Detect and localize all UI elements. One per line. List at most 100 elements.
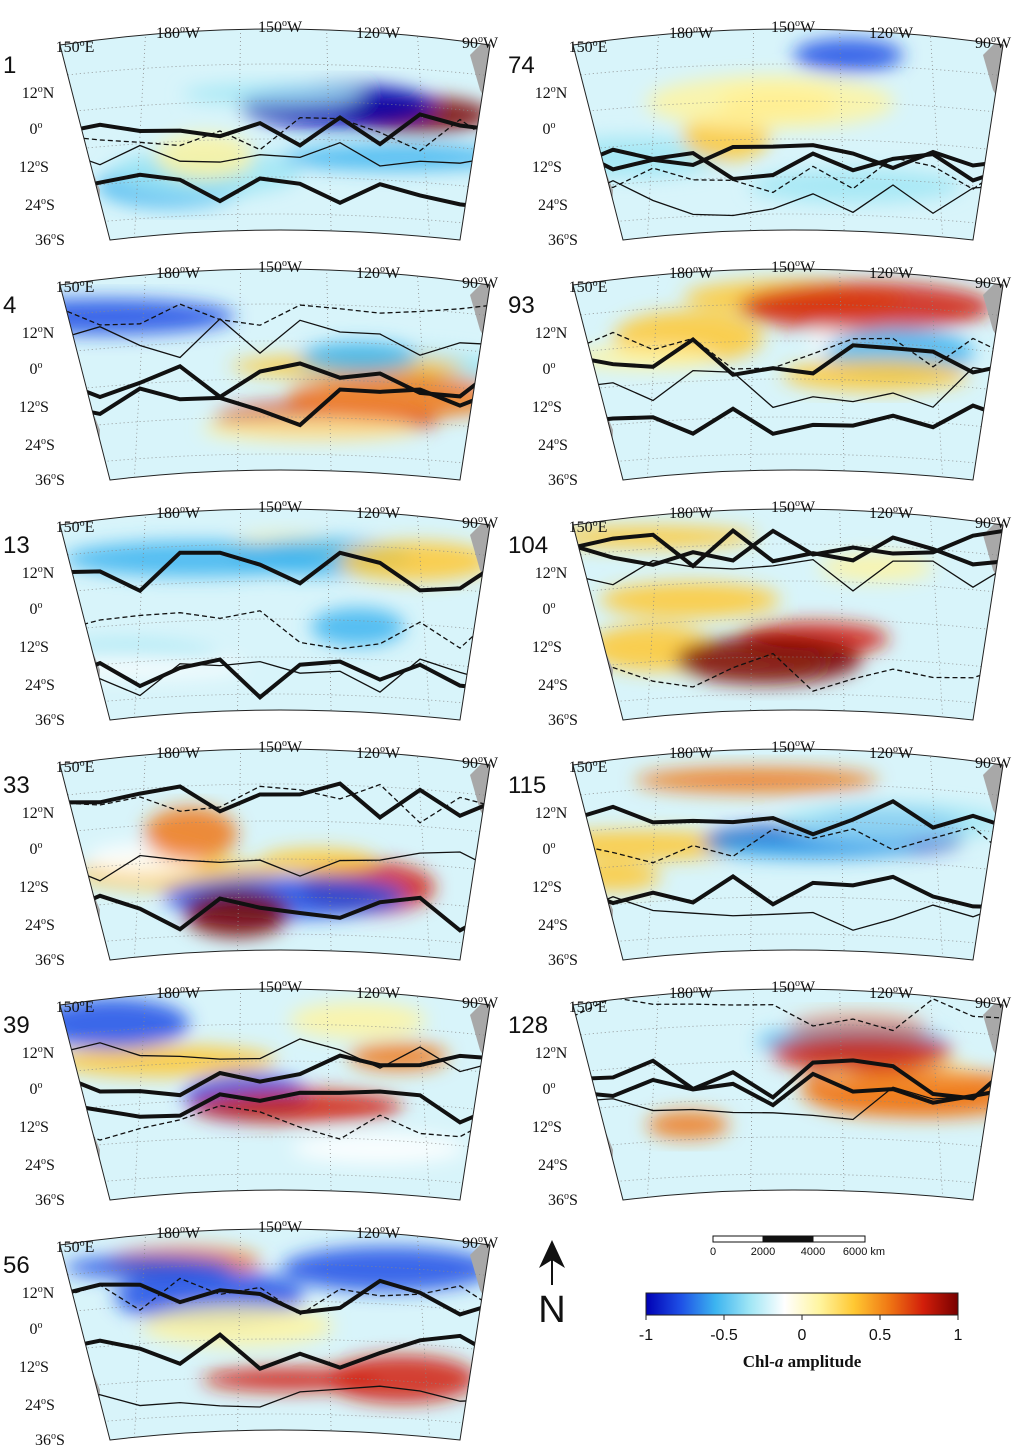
lon-label: 150oE <box>569 758 608 776</box>
lon-label: 150oW <box>258 738 303 756</box>
lon-label: 120oW <box>356 24 401 42</box>
north-arrow-label: N <box>538 1289 565 1331</box>
map-axis-labels-104: 150oE 180oW 150oW 120oW 90oW 12oN 0o 12oS 24oS 36… <box>532 498 1012 729</box>
colorbar-tick-label: 0.5 <box>869 1327 891 1344</box>
contour-line <box>573 1086 1003 1121</box>
lon-label: 150oE <box>56 38 95 56</box>
contour-line <box>60 141 490 167</box>
lat-label: 24oS <box>25 676 55 694</box>
lat-label: 24oS <box>538 196 568 214</box>
lon-label: 120oW <box>356 504 401 522</box>
lon-label: 90oW <box>975 994 1012 1012</box>
lon-label: 90oW <box>462 994 499 1012</box>
map-axis-labels-39: 150oE 180oW 150oW 120oW 90oW 12oN 0o 12oS 24oS 36… <box>19 978 499 1209</box>
lat-label: 12oN <box>535 324 568 342</box>
lat-label: 12oN <box>535 804 568 822</box>
lon-label: 120oW <box>356 1224 401 1242</box>
lat-label: 36oS <box>35 951 65 969</box>
lon-label: 150oE <box>569 38 608 56</box>
contour-line <box>573 558 1003 592</box>
lat-label: 12oS <box>532 878 562 896</box>
lat-label: 0o <box>543 600 556 618</box>
lon-label: 120oW <box>356 264 401 282</box>
panel-label-39: 39 <box>3 1012 30 1039</box>
contour-line <box>573 157 1003 194</box>
contour-line <box>573 331 1003 370</box>
map-axis-labels-74: 150oE 180oW 150oW 120oW 90oW 12oN 0o 12oS 24oS 36… <box>532 18 1012 249</box>
colorbar-tick-label: 1 <box>954 1327 963 1344</box>
panel-label-56: 56 <box>3 1252 30 1279</box>
lon-label: 150oE <box>569 518 608 536</box>
contour-line <box>60 783 490 824</box>
lat-label: 24oS <box>25 1396 55 1414</box>
lon-label: 120oW <box>869 744 914 762</box>
map-panel-104 <box>572 508 1004 721</box>
panel-label-128: 128 <box>508 1012 549 1039</box>
panel-label-13: 13 <box>3 532 30 559</box>
map-axis-labels-1: 150oE 180oW 150oW 120oW 90oW 12oN 0o 12oS 24oS 36… <box>19 18 499 249</box>
contour-line <box>573 874 1003 910</box>
lon-label: 150oW <box>771 18 816 36</box>
lat-label: 12oS <box>532 158 562 176</box>
map-panel-4 <box>59 268 491 481</box>
map-axis-labels-128: 150oE 180oW 150oW 120oW 90oW 12oN 0o 12oS 24oS 36… <box>532 978 1012 1209</box>
colorbar: -1 -0.5 0 0.5 1 Chl-a amplitude <box>639 1292 963 1371</box>
lat-label: 36oS <box>548 711 578 729</box>
contour-line <box>60 851 490 882</box>
colorbar-gradient <box>645 1292 959 1316</box>
contour-line <box>60 1277 490 1316</box>
lon-label: 150oE <box>56 758 95 776</box>
map-panel-33 <box>59 748 491 961</box>
lon-label: 90oW <box>975 754 1012 772</box>
lat-label: 24oS <box>538 436 568 454</box>
lat-label: 24oS <box>538 1156 568 1174</box>
north-arrow: N <box>538 1240 566 1331</box>
lat-label: 12oS <box>19 1358 49 1376</box>
lat-label: 36oS <box>35 711 65 729</box>
lon-label: 90oW <box>975 514 1012 532</box>
lon-label: 180oW <box>156 24 201 42</box>
contour-line <box>60 1053 490 1098</box>
map-axis-labels-13: 150oE 180oW 150oW 120oW 90oW 12oN 0o 12oS 24oS 36… <box>19 498 499 729</box>
lon-label: 180oW <box>669 504 714 522</box>
lat-label: 12oS <box>19 638 49 656</box>
contour-line <box>60 550 490 594</box>
lon-label: 150oW <box>771 498 816 516</box>
contour-line <box>573 896 1003 931</box>
lon-label: 150oE <box>569 998 608 1016</box>
contour-line <box>60 1332 490 1371</box>
panel-label-104: 104 <box>508 532 549 559</box>
map-panel-39 <box>59 988 491 1201</box>
lat-label: 12oS <box>19 878 49 896</box>
lon-label: 150oW <box>258 258 303 276</box>
map-axis-labels-93: 150oE 180oW 150oW 120oW 90oW 12oN 0o 12oS 24oS 36… <box>532 258 1012 489</box>
contour-line <box>573 366 1003 409</box>
lon-label: 90oW <box>462 754 499 772</box>
lon-label: 150oW <box>258 1218 303 1236</box>
lon-label: 150oE <box>569 278 608 296</box>
lon-label: 150oW <box>258 978 303 996</box>
panel-label-74: 74 <box>508 52 535 79</box>
lon-label: 150oW <box>258 498 303 516</box>
contour-line <box>60 610 490 650</box>
panel-label-4: 4 <box>3 292 17 319</box>
contour-line <box>60 172 490 211</box>
lon-label: 150oE <box>56 998 95 1016</box>
lon-label: 120oW <box>869 264 914 282</box>
contour-line <box>573 527 1003 567</box>
contour-line <box>573 336 1003 377</box>
map-axis-labels-33: 150oE 180oW 150oW 120oW 90oW 12oN 0o 12oS 24oS 36… <box>19 738 499 969</box>
lat-label: 36oS <box>548 231 578 249</box>
lon-label: 180oW <box>669 24 714 42</box>
panel-label-93: 93 <box>508 292 535 319</box>
map-panel-74 <box>572 28 1004 241</box>
lat-label: 12oS <box>532 398 562 416</box>
colorbar-tick-label: -0.5 <box>710 1327 738 1344</box>
lat-label: 0o <box>543 360 556 378</box>
lat-label: 0o <box>30 600 43 618</box>
lon-label: 90oW <box>462 34 499 52</box>
lat-label: 0o <box>30 1320 43 1338</box>
lon-label: 150oE <box>56 518 95 536</box>
map-axis-labels-4: 150oE 180oW 150oW 120oW 90oW 12oN 0o 12oS 24oS 36… <box>19 258 499 489</box>
lat-label: 0o <box>543 1080 556 1098</box>
